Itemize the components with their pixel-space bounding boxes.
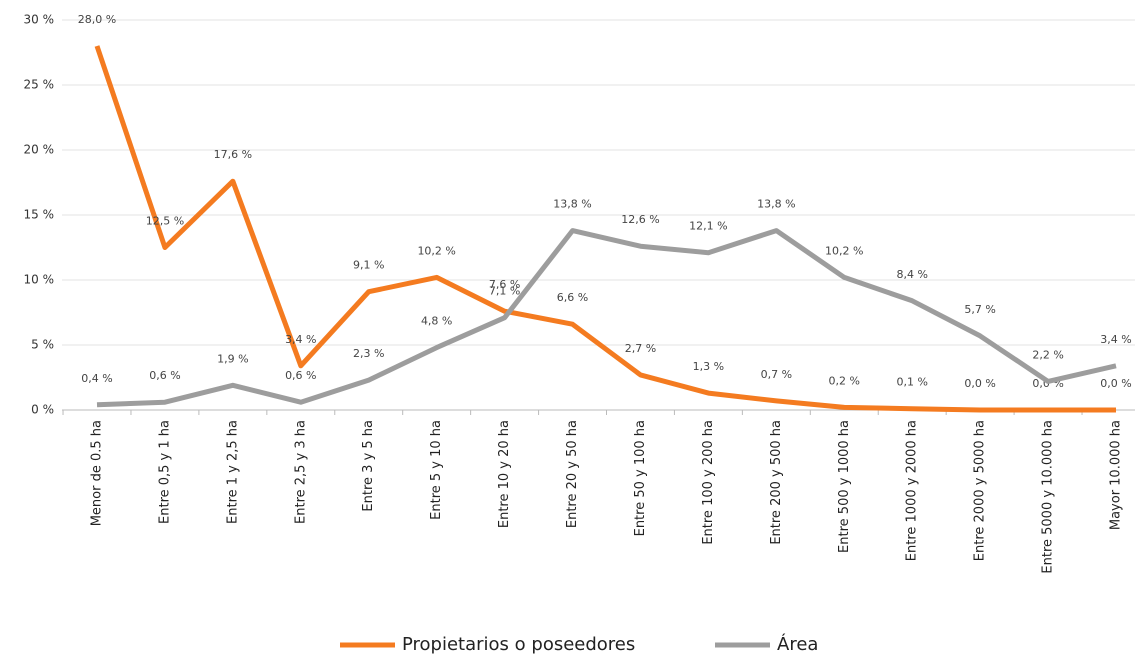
data-label: 0,6 % bbox=[285, 369, 316, 382]
data-label: 12,1 % bbox=[689, 220, 727, 233]
data-label: 0,4 % bbox=[81, 372, 112, 385]
x-tick-label: Entre 500 y 1000 ha bbox=[837, 420, 852, 553]
x-tick-label: Entre 5000 y 10.000 ha bbox=[1041, 420, 1056, 574]
x-tick-label: Entre 50 y 100 ha bbox=[633, 420, 648, 536]
data-label: 1,9 % bbox=[217, 352, 248, 365]
data-label: 9,1 % bbox=[353, 259, 384, 272]
x-tick-label: Entre 100 y 200 ha bbox=[701, 420, 716, 545]
data-label: 3,4 % bbox=[1100, 333, 1131, 346]
data-label: 1,3 % bbox=[693, 360, 724, 373]
x-tick-label: Entre 1 y 2,5 ha bbox=[225, 420, 240, 524]
y-tick-label: 10 % bbox=[24, 273, 55, 287]
data-label: 17,6 % bbox=[214, 148, 252, 161]
legend-label: Propietarios o poseedores bbox=[402, 634, 635, 655]
x-tick-label: Entre 1000 y 2000 ha bbox=[905, 420, 920, 561]
data-label: 28,0 % bbox=[78, 13, 116, 26]
data-label: 0,1 % bbox=[896, 376, 927, 389]
data-label: 12,6 % bbox=[621, 213, 659, 226]
x-tick-label: Entre 200 y 500 ha bbox=[769, 420, 784, 545]
data-label: 0,0 % bbox=[964, 377, 995, 390]
legend-label: Área bbox=[777, 633, 818, 655]
data-label: 0,2 % bbox=[829, 374, 860, 387]
x-tick-label: Entre 3 y 5 ha bbox=[361, 420, 376, 512]
x-tick-label: Entre 2000 y 5000 ha bbox=[973, 420, 988, 561]
data-label: 7,1 % bbox=[489, 285, 520, 298]
y-tick-label: 0 % bbox=[31, 403, 54, 417]
data-label: 13,8 % bbox=[553, 198, 591, 211]
data-label: 7,6 % bbox=[489, 278, 520, 291]
y-tick-label: 5 % bbox=[31, 338, 54, 352]
data-label: 8,4 % bbox=[896, 268, 927, 281]
data-label: 13,8 % bbox=[757, 198, 795, 211]
y-tick-label: 15 % bbox=[24, 208, 55, 222]
series-line bbox=[96, 228, 1117, 408]
x-tick-label: Entre 10 y 20 ha bbox=[497, 420, 512, 528]
data-label: 10,2 % bbox=[417, 244, 455, 257]
data-label: 3,4 % bbox=[285, 333, 316, 346]
data-label: 2,3 % bbox=[353, 347, 384, 360]
series-line bbox=[94, 45, 1116, 413]
data-label: 12,5 % bbox=[146, 215, 184, 228]
x-tick-label: Entre 0,5 y 1 ha bbox=[157, 420, 172, 524]
x-tick-label: Entre 20 y 50 ha bbox=[565, 420, 580, 528]
data-label: 0,7 % bbox=[761, 368, 792, 381]
x-tick-label: Menor de 0.5 ha bbox=[90, 420, 105, 526]
data-label: 10,2 % bbox=[825, 244, 863, 257]
data-label: 2,2 % bbox=[1032, 348, 1063, 361]
data-label: 4,8 % bbox=[421, 315, 452, 328]
y-tick-label: 20 % bbox=[24, 143, 55, 157]
data-label: 0,6 % bbox=[149, 369, 180, 382]
x-tick-label: Entre 5 y 10 ha bbox=[429, 420, 444, 520]
data-label: 0,0 % bbox=[1100, 377, 1131, 390]
x-tick-label: Entre 2,5 y 3 ha bbox=[293, 420, 308, 524]
data-label: 2,7 % bbox=[625, 342, 656, 355]
data-label: 6,6 % bbox=[557, 291, 588, 304]
x-tick-label: Mayor 10.000 ha bbox=[1109, 420, 1124, 530]
y-tick-label: 25 % bbox=[24, 78, 55, 92]
y-tick-label: 30 % bbox=[24, 13, 55, 27]
data-label: 5,7 % bbox=[964, 303, 995, 316]
